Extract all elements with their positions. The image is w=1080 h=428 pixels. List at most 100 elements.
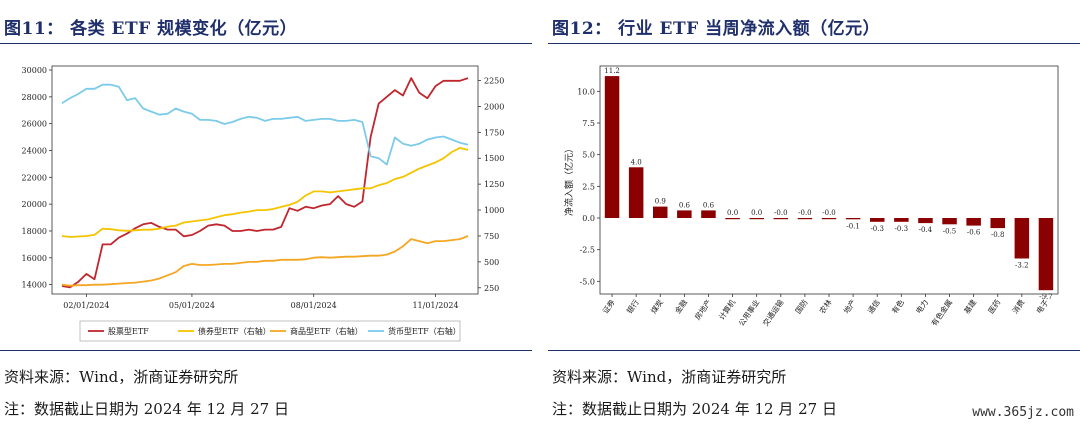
series-line-2 xyxy=(61,235,469,287)
x-tick-label-3: 金融 xyxy=(672,297,689,315)
bar-value-label-4: 0.6 xyxy=(703,201,715,209)
x-tick-label: 11/01/2024 xyxy=(412,301,458,310)
right-title-rule xyxy=(548,43,1080,44)
y-tick-label: 7.5 xyxy=(582,119,595,128)
bar-12 xyxy=(894,218,909,222)
bar-13 xyxy=(918,218,933,224)
bar-value-label-0: 11.2 xyxy=(604,67,620,75)
x-tick-label-0: 证券 xyxy=(600,297,617,315)
y-left-tick-label: 20000 xyxy=(22,200,47,209)
legend-label-1: 债券型ETF（右轴） xyxy=(198,326,271,336)
y-tick-label: 2.5 xyxy=(582,182,595,191)
y-right-tick-label: 1250 xyxy=(484,180,504,189)
left-figure: 图11： 各类 ETF 规模变化（亿元） 14000 16000 18000 2000… xyxy=(0,0,532,428)
x-tick-label-15: 基建 xyxy=(961,297,978,315)
bar-15 xyxy=(966,218,981,226)
bar-value-label-8: -0.0 xyxy=(798,209,812,217)
bar-5 xyxy=(725,218,740,220)
right-note: 注：数据截止日期为 2024 年 12 月 27 日 xyxy=(552,400,837,418)
x-tick-label-4: 房地产 xyxy=(692,297,713,321)
x-tick-label-7: 交通运输 xyxy=(760,297,786,328)
x-tick-label-17: 消费 xyxy=(1010,297,1027,315)
y-right-tick-label: 2250 xyxy=(484,77,504,86)
plot-frame xyxy=(51,65,479,295)
y-tick-label: 10.0 xyxy=(577,87,595,96)
bar-value-label-10: -0.1 xyxy=(846,222,860,230)
legend-label-0: 股票型ETF xyxy=(108,327,149,336)
y-right-tick-label: 2000 xyxy=(484,102,504,111)
bar-value-label-18: -5.7 xyxy=(1039,293,1053,301)
x-tick-label-12: 有色 xyxy=(889,297,906,315)
x-tick-label-8: 国防 xyxy=(793,297,810,315)
y-right-tick-label: 1750 xyxy=(484,128,504,137)
y-tick-label: 0.0 xyxy=(582,214,595,223)
bar-value-label-14: -0.5 xyxy=(943,227,957,235)
plot-frame xyxy=(599,65,1059,295)
bar-value-label-3: 0.6 xyxy=(679,201,691,209)
bar-0 xyxy=(604,76,620,218)
x-tick-label: 02/01/2024 xyxy=(63,301,109,310)
y-right-tick-label: 500 xyxy=(484,258,499,267)
legend-label-3: 货币型ETF（右轴） xyxy=(388,326,461,336)
left-source-rule xyxy=(0,350,532,351)
x-tick-label: 05/01/2024 xyxy=(169,301,215,310)
watermark: www.365jz.com xyxy=(972,405,1074,420)
x-tick-label: 08/01/2024 xyxy=(291,301,337,310)
y-left-tick-label: 18000 xyxy=(22,227,47,236)
y-right-tick-label: 1500 xyxy=(484,154,504,163)
y-left-tick-label: 30000 xyxy=(22,66,47,75)
y-right-tick-label: 750 xyxy=(484,232,499,241)
right-source-rule xyxy=(548,350,1080,351)
bar-10 xyxy=(845,218,861,220)
x-tick-label-2: 煤炭 xyxy=(648,297,665,315)
bar-value-label-7: -0.0 xyxy=(774,209,788,217)
x-tick-label-11: 通信 xyxy=(865,297,882,315)
right-source: 资料来源：Wind，浙商证券研究所 xyxy=(552,368,787,386)
y-tick-label: -5.0 xyxy=(580,277,595,286)
series-line-0 xyxy=(61,77,469,289)
bar-2 xyxy=(653,206,668,218)
bar-18 xyxy=(1038,218,1054,291)
industry-etf-inflow-bar-chart: -5.0 -2.5 0.0 2.5 5.0 7.5 10.0 净流入额（亿元） 11.2 证券 4.… xyxy=(563,65,1059,328)
legend-label-2: 商品型ETF（右轴） xyxy=(290,326,363,336)
bar-value-label-1: 4.0 xyxy=(631,158,642,166)
bar-value-label-13: -0.4 xyxy=(919,226,933,234)
series-line-1 xyxy=(61,147,469,238)
bar-11 xyxy=(870,218,885,222)
bar-value-label-12: -0.3 xyxy=(895,225,909,233)
x-tick-label-14: 有色金属 xyxy=(929,297,954,327)
left-title-rule xyxy=(0,43,532,44)
etf-scale-line-chart: 14000 16000 18000 20000 22000 24000 26000 28000… xyxy=(22,65,504,342)
bar-8 xyxy=(797,218,813,220)
x-tick-label-16: 医药 xyxy=(986,297,1003,315)
bar-4 xyxy=(701,210,716,218)
bar-16 xyxy=(990,218,1005,229)
x-tick-label-1: 银行 xyxy=(624,297,641,315)
right-figure-title: 图12： 行业 ETF 当周净流入额（亿元） xyxy=(552,19,881,39)
y-tick-label: -2.5 xyxy=(580,246,595,255)
bar-1 xyxy=(628,167,644,218)
bar-9 xyxy=(821,218,837,220)
bar-value-label-2: 0.9 xyxy=(655,198,666,206)
y-axis-label: 净流入额（亿元） xyxy=(563,144,575,216)
bar-value-label-5: 0.0 xyxy=(727,209,738,217)
series-line-3 xyxy=(61,83,469,166)
left-source: 资料来源：Wind，浙商证券研究所 xyxy=(4,368,239,386)
y-left-tick-label: 14000 xyxy=(22,281,47,290)
y-left-tick-label: 26000 xyxy=(22,120,47,129)
bar-value-label-9: -0.0 xyxy=(822,209,836,217)
y-right-tick-label: 1000 xyxy=(484,206,504,215)
bar-17 xyxy=(1014,218,1030,259)
x-tick-label-10: 地产 xyxy=(841,297,858,315)
bar-value-label-16: -0.8 xyxy=(991,231,1005,239)
left-figure-title: 图11： 各类 ETF 规模变化（亿元） xyxy=(4,19,298,39)
x-tick-label-6: 公用事业 xyxy=(736,297,762,328)
bar-value-label-15: -0.6 xyxy=(967,229,981,237)
y-tick-label: 5.0 xyxy=(582,151,595,160)
x-tick-label-9: 农林 xyxy=(817,297,834,315)
bar-value-label-17: -3.2 xyxy=(1015,262,1029,270)
y-left-tick-label: 28000 xyxy=(22,93,47,102)
y-left-tick-label: 24000 xyxy=(22,146,47,155)
bar-value-label-6: 0.0 xyxy=(751,209,762,217)
y-left-tick-label: 22000 xyxy=(22,173,47,182)
